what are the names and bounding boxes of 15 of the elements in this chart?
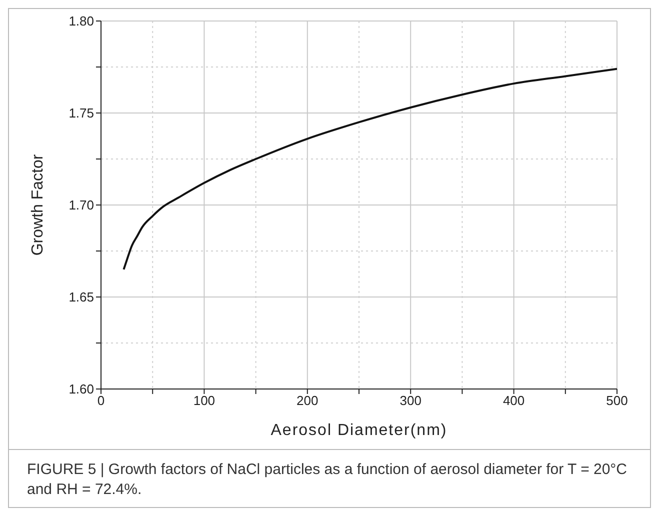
y-tick-label: 1.75 xyxy=(68,106,94,121)
x-axis-title: Aerosol Diameter(nm) xyxy=(270,422,448,439)
x-tick-label: 500 xyxy=(606,393,628,408)
x-tick-label: 400 xyxy=(502,393,525,408)
x-tick-label: 300 xyxy=(400,393,422,408)
x-tick-label: 0 xyxy=(97,393,105,408)
y-tick-label: 1.80 xyxy=(68,14,94,29)
x-tick-label: 200 xyxy=(296,393,318,408)
x-tick-label: 100 xyxy=(193,393,216,408)
y-axis-title: Growth Factor xyxy=(30,154,47,256)
y-tick-label: 1.65 xyxy=(68,290,94,305)
y-tick-label: 1.70 xyxy=(68,198,94,213)
caption: FIGURE 5 | Growth factors of NaCl particles as a function of aerosol diameter for T = 20°C and RH = 72.4%. xyxy=(27,460,628,500)
y-tick-label: 1.60 xyxy=(68,382,94,397)
line-series xyxy=(122,68,617,270)
